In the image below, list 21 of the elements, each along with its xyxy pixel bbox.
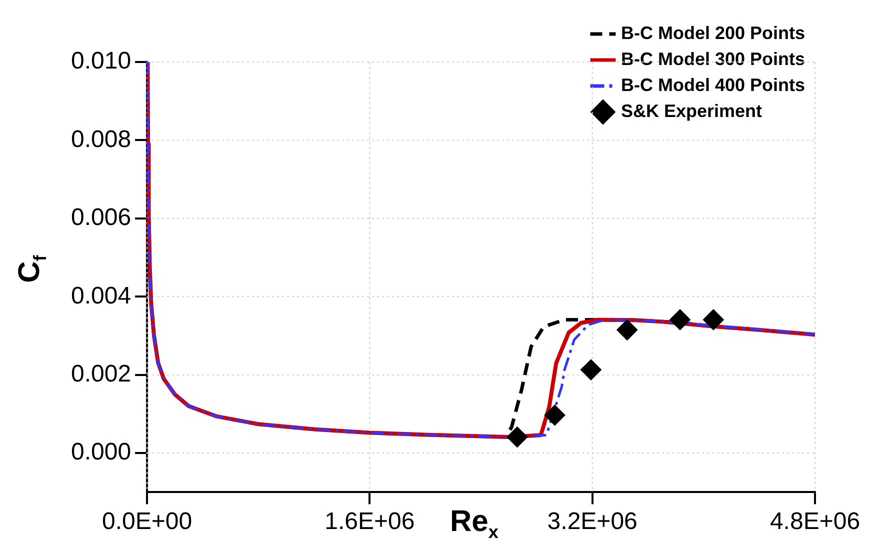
point [670,309,691,330]
y-tick-label: 0.008 [70,126,132,153]
x-axis-title: Re$_{x}$ [450,505,498,543]
y-tick-label: 0.006 [70,204,132,232]
legend-label: B-C Model 200 Points [620,22,806,43]
y-tick-label: 0.004 [70,282,132,310]
y-tick-label: 0.010 [70,48,132,75]
legend-label: B-C Model 300 Points [620,48,806,69]
x-tick-label: 4.8E+06 [770,508,860,536]
point [702,309,724,330]
x-tick-label: 0.0E+00 [102,508,192,536]
point [580,359,602,380]
y-tick-label: 0.002 [70,360,132,388]
y-tick-label: 0.000 [70,438,132,466]
legend-label: B-C Model 400 Points [620,74,806,95]
x-tick-label: 3.2E+06 [547,508,638,536]
x-tick-label: 1.6E+06 [324,508,415,536]
point [616,319,638,340]
legend-label: S&K Experiment [620,100,762,121]
point [544,404,566,426]
point [506,426,528,448]
